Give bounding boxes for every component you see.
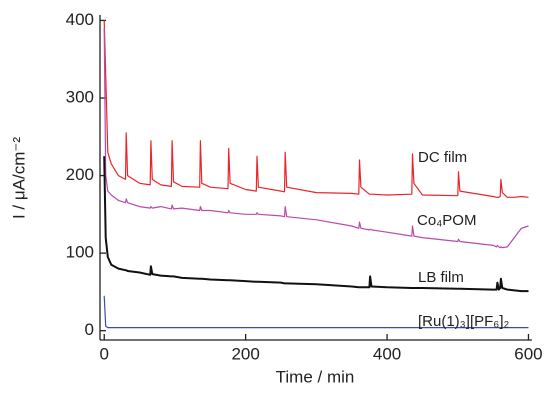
series-label: Co₄POM (417, 212, 476, 229)
y-tick-label: 200 (66, 165, 94, 184)
series-label: [Ru(1)₃][PF₆]₂ (418, 313, 510, 330)
y-tick-label: 400 (66, 10, 94, 29)
series-label: DC film (418, 149, 467, 166)
x-tick-label: 400 (373, 344, 401, 363)
series-line (103, 20, 529, 198)
x-tick-label: 200 (231, 344, 259, 363)
x-tick-label: 600 (514, 344, 542, 363)
y-tick-label: 100 (66, 243, 94, 262)
y-tick-label: 300 (66, 87, 94, 106)
y-axis-title: I / μA/cm⁻² (9, 137, 28, 219)
y-tick-label: 0 (85, 320, 94, 339)
series-line (103, 156, 529, 293)
series-line (103, 295, 529, 329)
x-tick-label: 0 (100, 344, 109, 363)
x-axis-title: Time / min (276, 367, 355, 386)
series-label: LB film (418, 269, 464, 286)
series-line (103, 28, 529, 249)
